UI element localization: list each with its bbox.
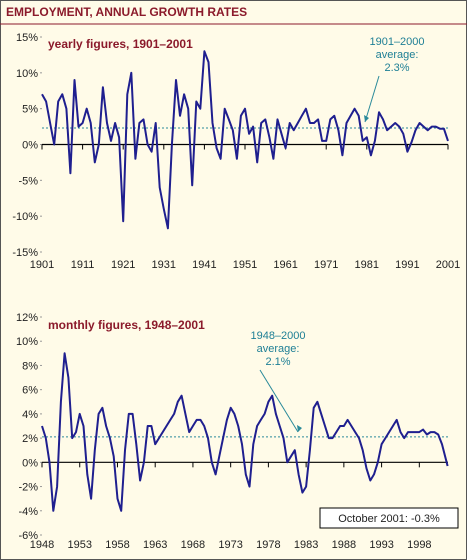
y-tick-label: 0% [22, 140, 38, 152]
y-tick-label: -5% [18, 175, 38, 187]
y-tick-label: 12% [16, 312, 38, 324]
annotation: 1948–2000 [250, 330, 305, 342]
x-tick-label: 1901 [30, 259, 54, 271]
x-tick-label: 1958 [105, 539, 129, 551]
y-tick-label: 5% [22, 104, 38, 116]
y-tick-label: -2% [18, 482, 38, 494]
x-tick-label: 1971 [314, 259, 338, 271]
note-box [319, 507, 459, 529]
y-tick-label: 2% [22, 433, 38, 445]
x-tick-label: 1953 [67, 539, 91, 551]
y-tick-label: -15% [12, 247, 38, 259]
annotation: 2.3% [384, 62, 409, 74]
x-tick-label: 1993 [369, 539, 393, 551]
x-tick-label: 1991 [395, 259, 419, 271]
note: October 2001: -0.3% [338, 513, 440, 525]
annotation: average: [257, 343, 300, 355]
x-tick-label: 1911 [71, 259, 95, 271]
x-tick-label: 1963 [143, 539, 167, 551]
arrow-head [364, 115, 369, 122]
y-tick-label: 15% [16, 32, 38, 44]
x-tick-label: 1983 [294, 539, 318, 551]
annotation-arrow [259, 369, 299, 433]
y-tick-label: 0% [22, 457, 38, 469]
annotation: 1901–2000 [369, 36, 424, 48]
x-tick-label: 2001 [436, 259, 460, 271]
x-tick-label: 1973 [218, 539, 242, 551]
y-tick-label: -10% [12, 211, 38, 223]
x-tick-label: 1978 [256, 539, 280, 551]
y-tick-label: 4% [22, 409, 38, 421]
x-tick-label: 1961 [273, 259, 297, 271]
y-tick-label: -6% [18, 530, 38, 542]
annotation-arrow [364, 75, 380, 123]
y-tick-label: -4% [18, 506, 38, 518]
annotation: 2.1% [265, 356, 290, 368]
x-tick-label: 1981 [355, 259, 379, 271]
x-tick-label: 1931 [152, 259, 176, 271]
annotation: average: [376, 49, 419, 61]
x-tick-label: 1951 [233, 259, 257, 271]
y-tick-label: 6% [22, 385, 38, 397]
y-tick-label: 10% [16, 68, 38, 80]
x-tick-label: 1948 [30, 539, 54, 551]
x-tick-label: 1941 [192, 259, 216, 271]
panel-title: monthly figures, 1948–2001 [48, 318, 205, 332]
data-line [41, 50, 449, 230]
x-tick-label: 1998 [407, 539, 431, 551]
arrow-head [297, 425, 302, 432]
x-tick-label: 1921 [111, 259, 135, 271]
y-tick-label: 8% [22, 360, 38, 372]
panel-title: yearly figures, 1901–2001 [48, 37, 193, 51]
x-tick-label: 1968 [181, 539, 205, 551]
data-line [41, 352, 449, 512]
y-tick-label: 10% [16, 336, 38, 348]
x-tick-label: 1988 [332, 539, 356, 551]
page-title: EMPLOYMENT, ANNUAL GROWTH RATES [6, 5, 247, 19]
